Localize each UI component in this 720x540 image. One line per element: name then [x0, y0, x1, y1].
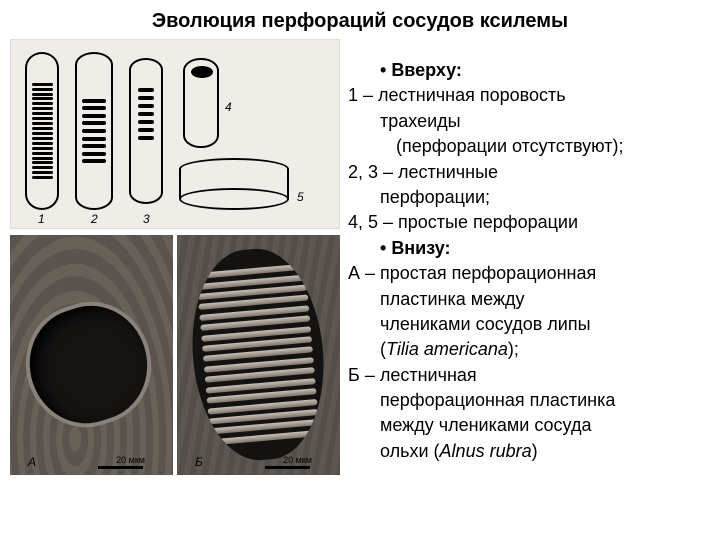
photo-b: Б 20 мкм [177, 235, 340, 475]
legend-list: Вверху: 1 – лестничная поровость трахеид… [348, 59, 710, 463]
legend-species-a: (Tilia americana); [348, 338, 710, 361]
species-name: Alnus rubra [440, 441, 532, 461]
legend-top-label: Вверху: [348, 59, 710, 82]
legend-line: 4, 5 – простые перфорации [348, 211, 710, 234]
vessel-5 [179, 158, 289, 208]
text: ольхи ( [380, 441, 440, 461]
label-4: 4 [225, 100, 232, 114]
legend-line: трахеиды [348, 110, 710, 133]
content-row: 1 2 3 4 [0, 39, 720, 475]
photo-row: А 20 мкм Б 20 мкм [10, 235, 340, 475]
legend-line: пластинка между [348, 288, 710, 311]
legend-line: члениками сосудов липы [348, 313, 710, 336]
scalariform-icon [82, 97, 106, 165]
legend-line: 1 – лестничная поровость [348, 84, 710, 107]
scale-bar-icon [98, 466, 143, 469]
tracheid-2 [75, 52, 113, 210]
legend-line: 2, 3 – лестничные [348, 161, 710, 184]
label-2: 2 [91, 212, 98, 226]
scalariform-icon [138, 86, 155, 143]
photo-b-label: Б [195, 455, 203, 469]
legend-line: (перфорации отсутствуют); [348, 135, 710, 158]
ladder-pits-icon [32, 82, 53, 181]
page-title: Эволюция перфораций сосудов ксилемы [0, 0, 720, 39]
schematic-figure: 1 2 3 4 [10, 39, 340, 229]
photo-a-label: А [28, 455, 36, 469]
paren-close: ) [532, 441, 538, 461]
legend-line: между члениками сосуда [348, 414, 710, 437]
scale-b: 20 мкм [283, 455, 312, 465]
legend-line: перфорационная пластинка [348, 389, 710, 412]
legend-species-b: ольхи (Alnus rubra) [348, 440, 710, 463]
paren-close: ); [508, 339, 519, 359]
legend-bottom-label: Внизу: [348, 237, 710, 260]
label-5: 5 [297, 190, 304, 204]
scale-bar-icon [265, 466, 310, 469]
simple-perforation-icon [191, 66, 213, 78]
label-1: 1 [38, 212, 45, 226]
tracheid-3 [129, 58, 163, 204]
legend-column: Вверху: 1 – лестничная поровость трахеид… [348, 39, 710, 475]
figures-column: 1 2 3 4 [10, 39, 340, 475]
species-name: Tilia americana [386, 339, 508, 359]
tracheid-4 [183, 58, 219, 148]
legend-line: А – простая перфорационная [348, 262, 710, 285]
label-3: 3 [143, 212, 150, 226]
tracheid-1 [25, 52, 59, 210]
legend-line: перфорации; [348, 186, 710, 209]
scale-a: 20 мкм [116, 455, 145, 465]
legend-line: Б – лестничная [348, 364, 710, 387]
photo-a: А 20 мкм [10, 235, 173, 475]
